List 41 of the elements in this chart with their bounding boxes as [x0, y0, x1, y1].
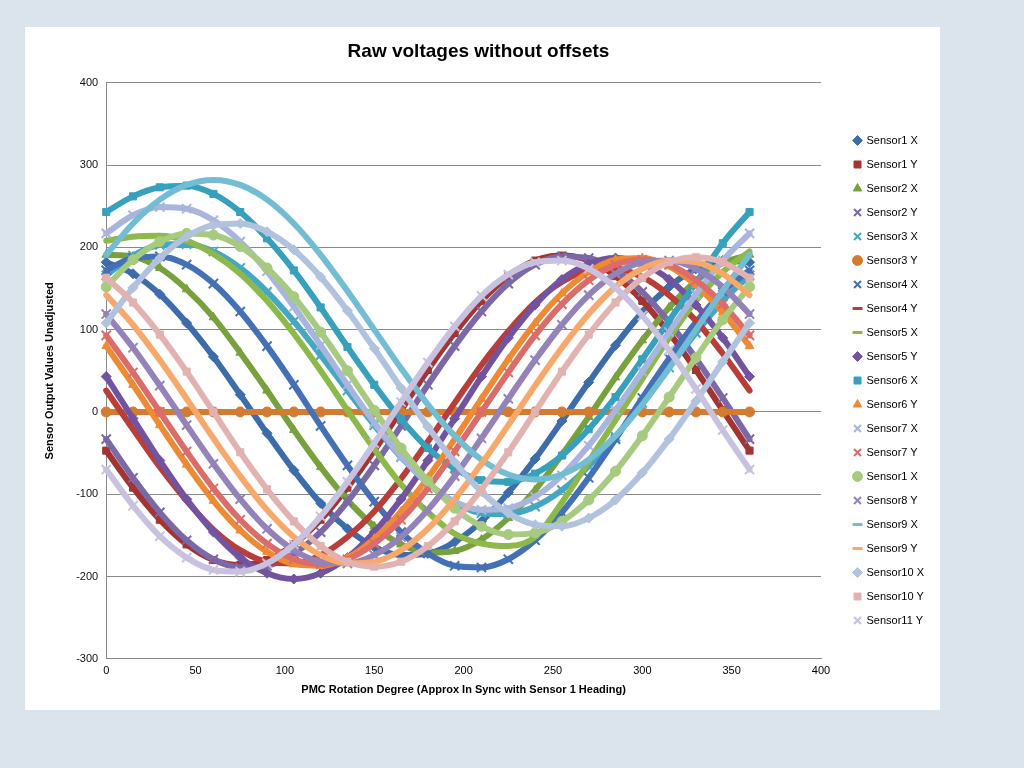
y-tick-label: 200 [79, 240, 99, 253]
x-axis-title: PMC Rotation Degree (Approx In Sync with Sensor 1 Heading) [301, 682, 627, 695]
legend-label: Sensor7 X [866, 421, 919, 434]
x-tick-label: 250 [543, 664, 563, 677]
legend-label: Sensor7 Y [866, 445, 919, 458]
y-tick-label: -100 [76, 487, 99, 500]
legend-label: Sensor5 Y [866, 349, 919, 362]
legend-label: Sensor4 Y [866, 301, 919, 314]
y-tick-label: -200 [76, 569, 99, 582]
legend-label: Sensor4 X [866, 277, 919, 290]
legend-label: Sensor11 Y [866, 613, 924, 626]
legend-label: Sensor1 Y [866, 157, 919, 170]
x-tick-label: 150 [365, 664, 384, 677]
legend-label: Sensor3 X [866, 229, 919, 242]
y-tick-label: 100 [79, 322, 99, 335]
x-tick-label: 100 [275, 664, 295, 677]
chart-title: Raw voltages without offsets [347, 39, 610, 61]
legend-label: Sensor8 Y [866, 493, 919, 506]
legend-label: Sensor1 X [866, 469, 919, 482]
legend-label: Sensor5 X [866, 325, 919, 338]
x-tick-label: 200 [454, 664, 473, 677]
x-tick-label: 0 [103, 664, 110, 677]
y-axis-title: Sensor Output Values Unadjusted [42, 282, 55, 460]
legend-label: Sensor2 X [866, 181, 919, 194]
legend-label: Sensor3 Y [866, 253, 919, 266]
y-tick-label: -300 [76, 651, 99, 664]
x-tick-label: 50 [189, 664, 202, 677]
legend-label: Sensor10 Y [866, 589, 925, 602]
legend-label: Sensor1 X [866, 133, 919, 146]
y-tick-label: 0 [92, 404, 99, 417]
x-tick-label: 400 [811, 664, 831, 677]
y-tick-label: 300 [79, 158, 99, 171]
legend-label: Sensor2 Y [866, 205, 919, 218]
x-tick-label: 350 [722, 664, 741, 677]
legend-label: Sensor10 X [866, 565, 925, 578]
legend-label: Sensor9 X [866, 517, 919, 530]
legend-label: Sensor6 Y [866, 397, 919, 410]
y-tick-label: 400 [79, 75, 99, 88]
legend-label: Sensor6 X [866, 373, 919, 386]
x-tick-label: 300 [633, 664, 652, 677]
legend-label: Sensor9 Y [866, 541, 919, 554]
